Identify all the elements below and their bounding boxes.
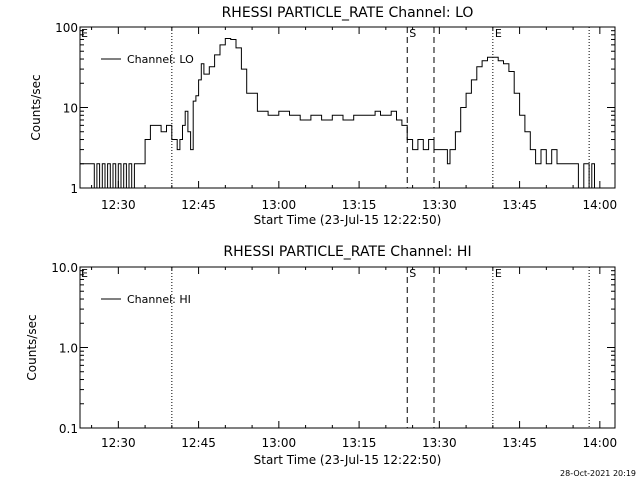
legend-entry: Channel: LO	[127, 53, 194, 66]
x-tick-label: 13:45	[502, 436, 537, 450]
chart-panel-0: RHESSI PARTICLE_RATE Channel: LO 12:30 12:…	[29, 5, 617, 227]
x-tick-label: 14:00	[583, 436, 618, 450]
y-tick-label: 10	[63, 102, 78, 116]
x-tick-label: 13:00	[262, 436, 297, 450]
x-tick-label: 13:30	[422, 198, 457, 212]
series-line-0	[80, 38, 595, 189]
y-tick-label: 0.1	[59, 422, 78, 436]
x-tick-label: 13:30	[422, 436, 457, 450]
plot-frame	[79, 266, 616, 429]
event-label-left: E	[81, 267, 88, 280]
timestamp: 28-Oct-2021 20:19	[560, 469, 636, 478]
x-tick-label: 13:15	[342, 436, 377, 450]
event-label: E	[495, 267, 502, 280]
x-tick-label: 12:45	[181, 198, 216, 212]
x-tick-label: 13:15	[342, 198, 377, 212]
event-label: S	[409, 267, 416, 280]
event-label-left: E	[81, 27, 88, 40]
x-tick-label: 13:00	[262, 198, 297, 212]
x-axis-label: Start Time (23-Jul-15 12:22:50)	[254, 453, 442, 467]
x-axis-label: Start Time (23-Jul-15 12:22:50)	[254, 213, 442, 227]
chart-panel-1: RHESSI PARTICLE_RATE Channel: HI 12:30 12:…	[25, 244, 617, 467]
x-tick-label: 12:30	[101, 436, 136, 450]
y-axis-label: Counts/sec	[25, 314, 39, 380]
y-tick-label: 1	[70, 182, 78, 196]
y-tick-label: 1.0	[59, 342, 78, 356]
y-tick-label: 10.0	[51, 261, 78, 275]
plot-frame	[79, 26, 616, 189]
y-axis-label: Counts/sec	[29, 74, 43, 140]
chart-title: RHESSI PARTICLE_RATE Channel: LO	[222, 5, 474, 21]
event-label: E	[495, 27, 502, 40]
y-tick-label: 100	[55, 21, 78, 35]
event-label: S	[409, 27, 416, 40]
legend-entry: Channel: HI	[127, 293, 191, 306]
x-tick-label: 12:45	[181, 436, 216, 450]
chart-title: RHESSI PARTICLE_RATE Channel: HI	[223, 244, 471, 260]
x-tick-label: 12:30	[101, 198, 136, 212]
x-tick-label: 13:45	[502, 198, 537, 212]
x-tick-label: 14:00	[583, 198, 618, 212]
